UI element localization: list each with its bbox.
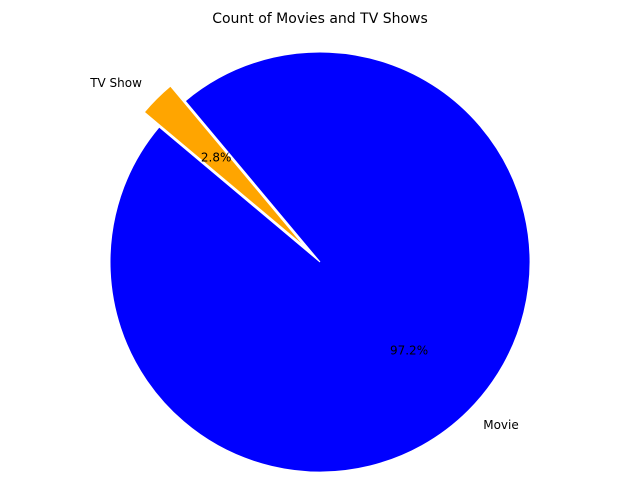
slice-label-tv-show: TV Show xyxy=(89,76,142,90)
percent-label-movie: 97.2% xyxy=(390,344,428,358)
chart-title: Count of Movies and TV Shows xyxy=(212,11,428,27)
pie-slice-movie xyxy=(109,51,531,473)
percent-label-tv-show: 2.8% xyxy=(201,150,232,164)
pie-labels: Movie 97.2% TV Show 2.8% xyxy=(89,76,519,432)
slice-label-movie: Movie xyxy=(483,418,519,432)
pie-slices xyxy=(109,51,531,473)
pie-slice-tv-show xyxy=(143,85,306,248)
